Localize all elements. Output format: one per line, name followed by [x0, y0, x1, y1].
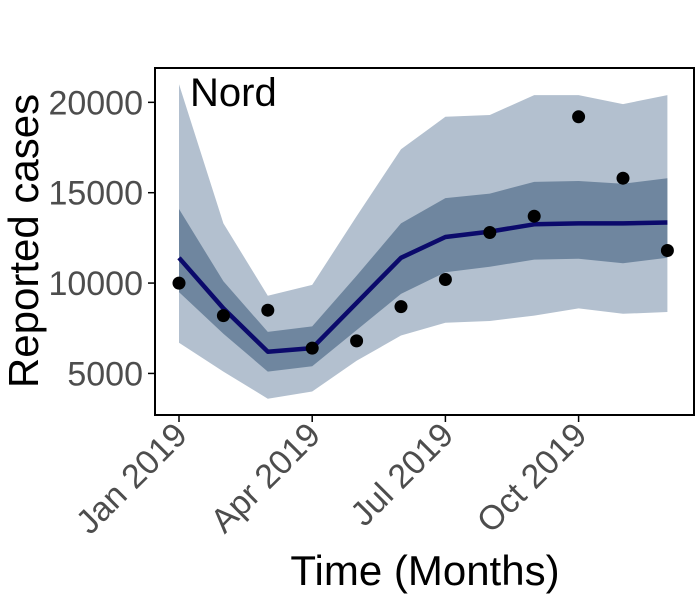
- data-point: [172, 276, 186, 290]
- data-point: [660, 244, 674, 257]
- data-point: [261, 303, 275, 317]
- data-point: [572, 110, 586, 124]
- y-axis-label: Reported cases: [0, 94, 47, 388]
- data-point: [305, 341, 319, 355]
- data-point: [350, 334, 364, 348]
- y-tick-label: 20000: [48, 84, 143, 122]
- plot-panel-border: [154, 67, 695, 416]
- x-tick-label: Jan 2019: [69, 416, 195, 542]
- x-tick-label: Jul 2019: [343, 416, 461, 534]
- data-point: [394, 300, 408, 314]
- x-axis-label: Time (Months): [290, 547, 559, 594]
- data-point: [438, 273, 452, 286]
- fitted-line: [177, 220, 668, 354]
- inner-interval-band: [179, 178, 668, 372]
- y-tick-label: 15000: [48, 175, 143, 213]
- chart-title: Nord: [190, 71, 277, 115]
- x-tick-label: Oct 2019: [470, 416, 594, 540]
- y-tick-label: 5000: [67, 355, 143, 393]
- data-point: [616, 171, 630, 185]
- data-point: [216, 309, 230, 323]
- data-point: [527, 209, 541, 223]
- data-point: [483, 226, 497, 239]
- y-tick-label: 10000: [48, 265, 143, 303]
- x-tick-label: Apr 2019: [203, 416, 327, 540]
